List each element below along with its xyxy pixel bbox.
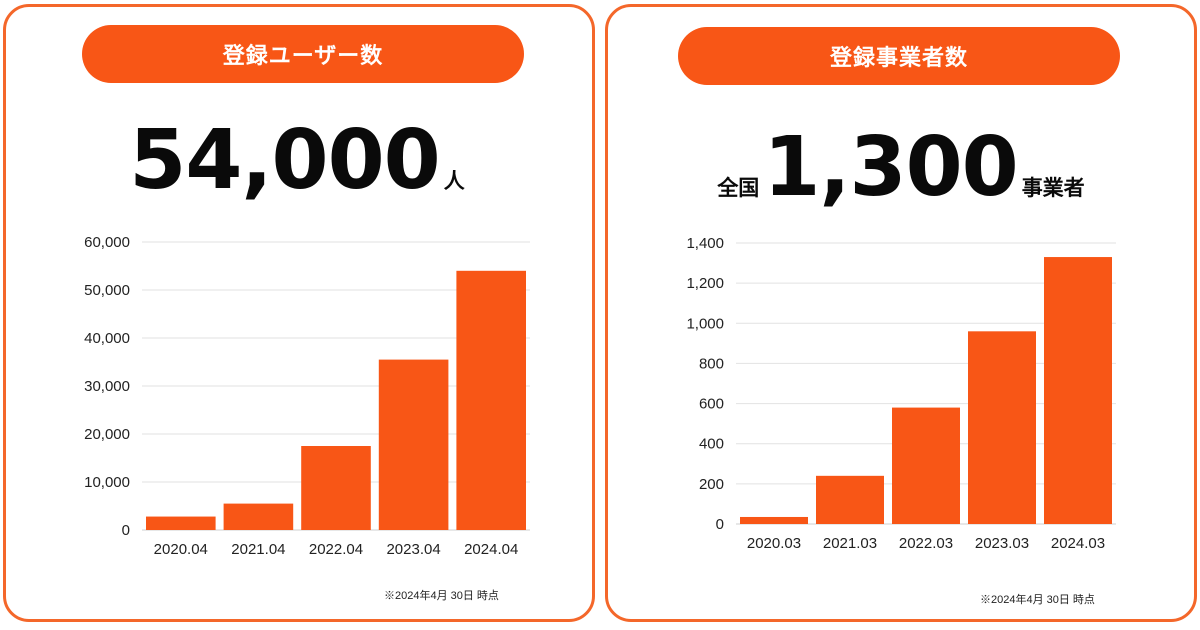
business-count-unit: 事業者	[1021, 176, 1085, 200]
business-count-y-tick-label: 400	[699, 436, 724, 453]
business-count-x-tick-label: 2024.03	[1051, 535, 1105, 552]
user-count-bar	[146, 516, 216, 530]
business-count-card: 登録事業者数 全国 1,300 事業者 0 200 400 600 800 1,000 1,…	[605, 4, 1197, 622]
user-count-title-pill: 登録ユーザー数	[82, 25, 524, 83]
business-count-title-pill: 登録事業者数	[678, 27, 1120, 85]
user-count-y-tick-label: 40,000	[84, 330, 130, 347]
business-count-note: ※2024年4月 30日 時点	[980, 594, 1095, 606]
user-count-card: 登録ユーザー数 54,000 人 0 10,000 20,000 30,000 40,0…	[3, 4, 595, 622]
user-count-y-tick-label: 60,000	[84, 234, 130, 251]
business-count-y-tick-label: 0	[716, 516, 724, 533]
user-count-bar	[223, 503, 294, 530]
user-count-x-tick-label: 2023.04	[386, 541, 440, 558]
user-count-bar-chart: 0 10,000 20,000 30,000 40,000 50,000 60,000 202…	[84, 234, 530, 558]
user-count-x-tick-label: 2024.04	[464, 541, 518, 558]
user-count-title: 登録ユーザー数	[222, 44, 384, 69]
business-count-y-tick-label: 1,400	[686, 235, 724, 252]
user-count-y-tick-label: 30,000	[84, 378, 130, 395]
business-count-bar	[1044, 257, 1112, 524]
user-count-number: 54,000	[129, 113, 440, 208]
user-count-x-tick-label: 2020.04	[154, 541, 208, 558]
business-count-number: 1,300	[763, 120, 1018, 215]
business-count-y-tick-label: 600	[699, 396, 724, 413]
user-count-y-tick-label: 0	[122, 522, 130, 539]
business-count-bar	[740, 516, 808, 524]
business-count-y-tick-label: 1,000	[686, 315, 724, 332]
user-count-x-tick-label: 2022.04	[309, 541, 363, 558]
user-count-y-tick-label: 10,000	[84, 474, 130, 491]
business-count-bar-chart: 0 200 400 600 800 1,000 1,200 1,400 2020.03 2021.…	[686, 235, 1116, 552]
business-count-x-tick-label: 2020.03	[747, 535, 801, 552]
business-count-title: 登録事業者数	[829, 46, 968, 71]
user-count-y-tick-label: 50,000	[84, 282, 130, 299]
user-count-unit: 人	[443, 169, 465, 193]
user-count-headline: 54,000 人	[6, 120, 592, 202]
business-count-x-tick-label: 2021.03	[823, 535, 877, 552]
user-count-bar	[378, 359, 449, 530]
business-count-bar	[892, 407, 960, 524]
user-count-bar	[456, 270, 526, 530]
business-count-bar	[816, 475, 884, 524]
business-count-prefix: 全国	[717, 176, 760, 200]
user-count-y-tick-label: 20,000	[84, 426, 130, 443]
business-count-y-tick-label: 1,200	[686, 275, 724, 292]
business-count-x-tick-label: 2023.03	[975, 535, 1029, 552]
business-count-x-tick-label: 2022.03	[899, 535, 953, 552]
user-count-x-tick-label: 2021.04	[231, 541, 285, 558]
business-count-y-tick-label: 200	[699, 476, 724, 493]
user-count-bar	[301, 446, 371, 530]
user-count-note: ※2024年4月 30日 時点	[384, 590, 499, 602]
business-count-y-tick-label: 800	[699, 355, 724, 372]
business-count-bar	[968, 331, 1036, 524]
business-count-headline: 全国 1,300 事業者	[608, 127, 1194, 209]
